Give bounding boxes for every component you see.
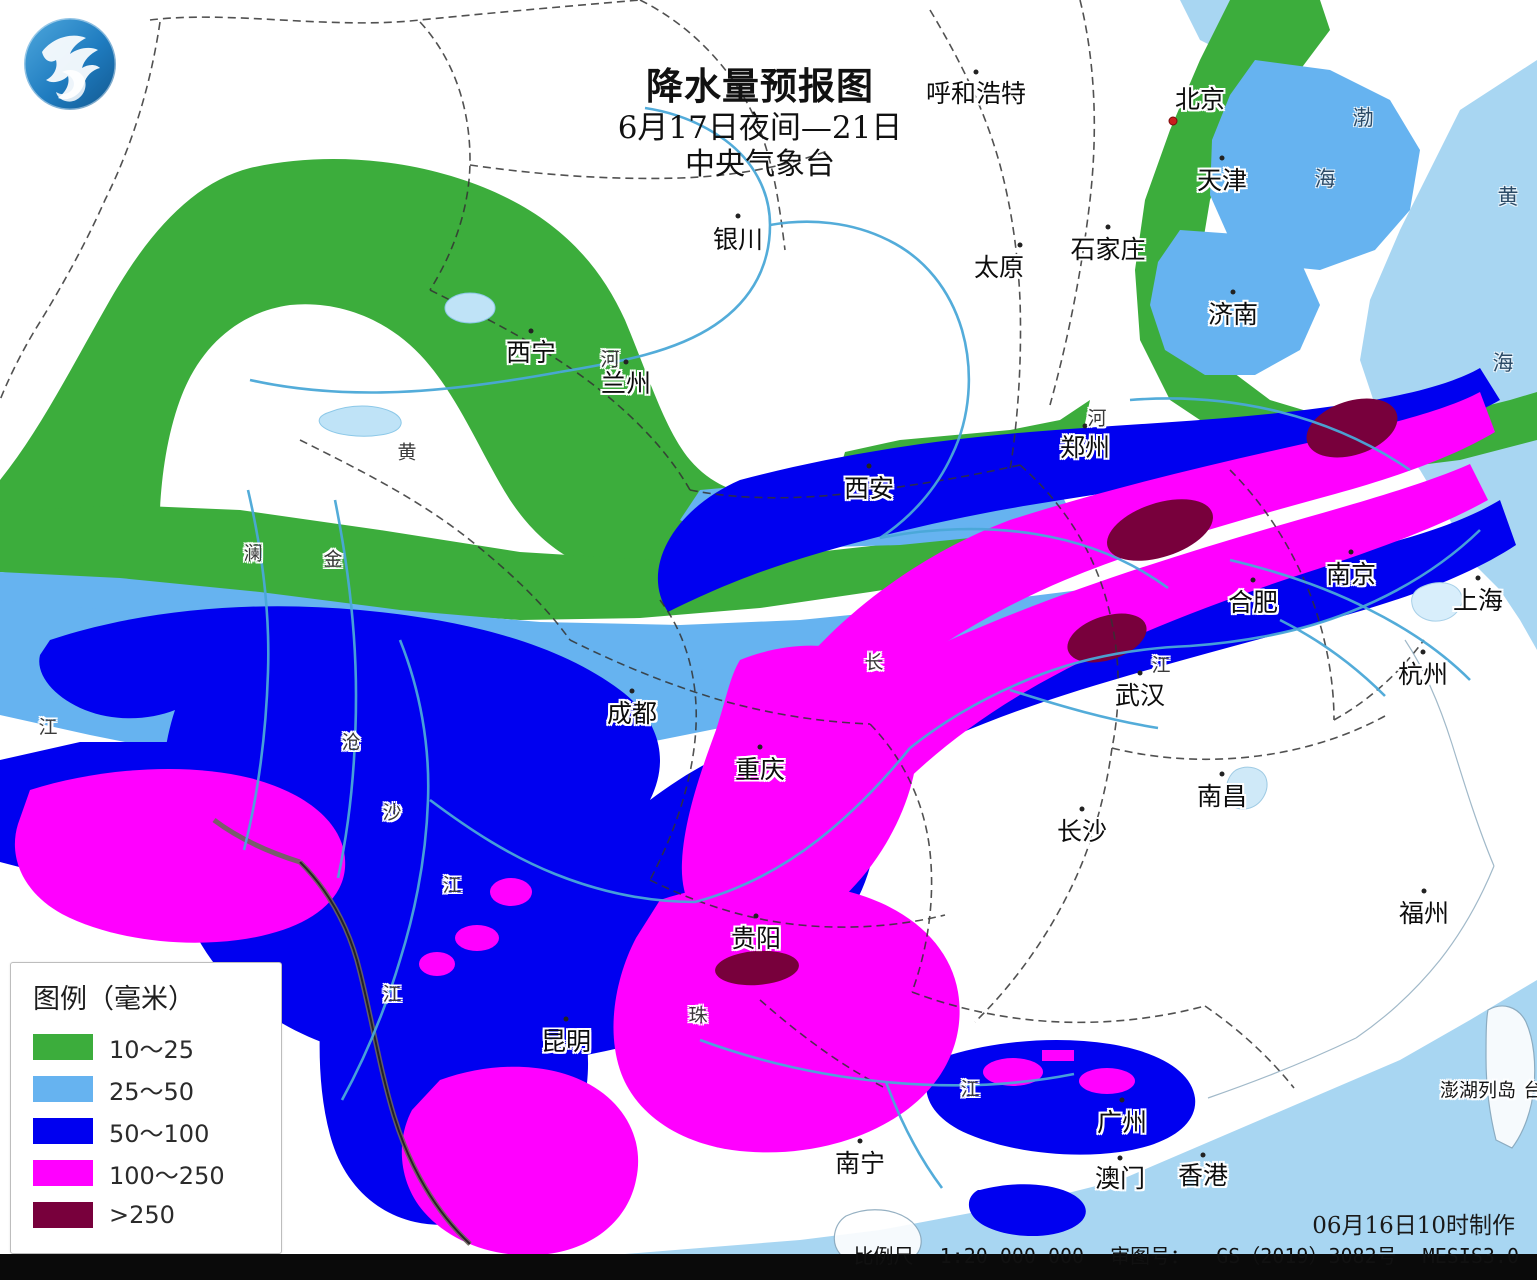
city-marker — [866, 463, 872, 469]
city-marker — [1230, 289, 1236, 295]
legend-item: 50～100 — [33, 1110, 281, 1152]
city-marker — [1219, 771, 1225, 777]
city-marker — [757, 744, 763, 750]
city-marker — [1119, 1097, 1125, 1103]
legend-swatch — [33, 1034, 93, 1060]
city-marker — [1137, 670, 1143, 676]
cma-logo — [18, 12, 122, 116]
city-marker — [1475, 575, 1481, 581]
legend-label: 10～25 — [109, 1035, 195, 1064]
legend-swatch — [33, 1118, 93, 1144]
city-marker — [753, 913, 759, 919]
city-marker — [857, 1138, 863, 1144]
review-value: GS（2019）3082号 — [1216, 1244, 1397, 1268]
city-marker — [1105, 224, 1111, 230]
legend-swatch — [33, 1076, 93, 1102]
city-marker — [1250, 577, 1256, 583]
city-marker — [1421, 888, 1427, 894]
city-marker — [1117, 1155, 1123, 1161]
legend-item: >250 — [33, 1194, 281, 1236]
city-marker — [735, 213, 741, 219]
city-marker — [563, 1016, 569, 1022]
city-marker — [1200, 1152, 1206, 1158]
city-marker — [1420, 649, 1426, 655]
legend-panel: 图例（毫米） 10～25 25～50 50～100 100～250 >250 — [10, 962, 282, 1254]
system-version: MESIS3.0 — [1422, 1244, 1519, 1268]
production-time: 06月16日10时制作 — [1312, 1213, 1515, 1239]
legend-label: 50～100 — [109, 1119, 210, 1148]
legend-swatch — [33, 1202, 93, 1228]
legend-rows: 10～25 25～50 50～100 100～250 >250 — [33, 1026, 281, 1236]
footer-bar — [0, 1254, 1537, 1280]
legend-label: >250 — [109, 1201, 175, 1229]
city-marker — [528, 328, 534, 334]
legend-swatch — [33, 1160, 93, 1186]
city-marker — [973, 69, 979, 75]
city-marker — [1079, 806, 1085, 812]
city-marker — [1082, 423, 1088, 429]
legend-label: 100～250 — [109, 1161, 225, 1190]
city-marker — [629, 688, 635, 694]
city-marker — [623, 359, 629, 365]
legend-title: 图例（毫米） — [33, 984, 195, 1015]
scale-label: 比例尺 — [853, 1244, 914, 1268]
scale-value: 1:20 000 000 — [939, 1244, 1085, 1268]
city-marker — [1017, 242, 1023, 248]
legend-item: 25～50 — [33, 1068, 281, 1110]
footer-metadata: 比例尺 1:20 000 000 审图号： GS（2019）3082号 MESI… — [840, 1240, 1519, 1269]
legend-label: 25～50 — [109, 1077, 195, 1106]
legend-item: 100～250 — [33, 1152, 281, 1194]
capital-marker — [1168, 116, 1178, 126]
legend-item: 10～25 — [33, 1026, 281, 1068]
city-marker — [1219, 155, 1225, 161]
review-label: 审图号： — [1110, 1244, 1191, 1268]
city-marker — [1348, 549, 1354, 555]
